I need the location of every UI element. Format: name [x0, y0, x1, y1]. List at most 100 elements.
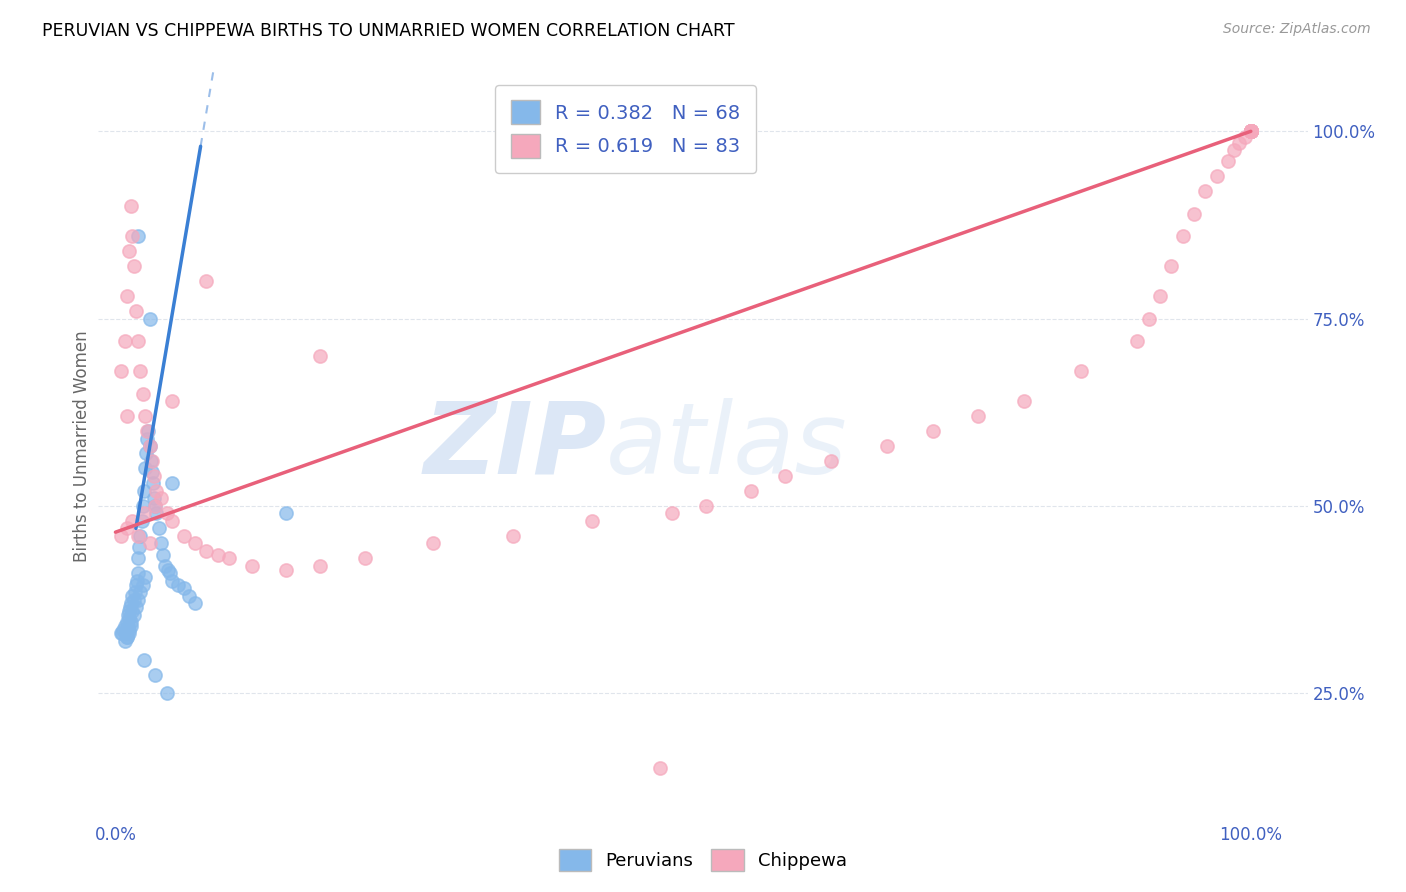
Point: [141, 454, 163, 468]
Legend: Peruvians, Chippewa: Peruvians, Chippewa: [551, 842, 855, 879]
Point: [195, 544, 218, 558]
Point: [1240, 124, 1263, 138]
Point: [132, 652, 155, 666]
Point: [124, 585, 146, 599]
Point: [131, 514, 153, 528]
Point: [110, 529, 132, 543]
Point: [1223, 143, 1246, 157]
Point: [160, 574, 183, 588]
Point: [1149, 289, 1171, 303]
Point: [502, 529, 524, 543]
Point: [650, 761, 672, 775]
Point: [120, 199, 142, 213]
Point: [117, 619, 139, 633]
Point: [967, 409, 990, 423]
Point: [125, 574, 148, 588]
Text: Source: ZipAtlas.com: Source: ZipAtlas.com: [1223, 22, 1371, 37]
Point: [114, 633, 136, 648]
Point: [1240, 124, 1263, 138]
Text: atlas: atlas: [606, 398, 848, 494]
Point: [115, 615, 138, 629]
Point: [156, 563, 179, 577]
Point: [115, 409, 138, 423]
Point: [1012, 394, 1035, 409]
Point: [129, 585, 152, 599]
Point: [775, 469, 797, 483]
Point: [740, 483, 762, 498]
Point: [115, 630, 138, 644]
Point: [274, 563, 297, 577]
Point: [142, 476, 165, 491]
Point: [138, 439, 160, 453]
Point: [135, 446, 157, 460]
Point: [122, 259, 145, 273]
Text: ZIP: ZIP: [423, 398, 606, 494]
Point: [131, 386, 153, 401]
Point: [127, 566, 149, 581]
Point: [145, 507, 167, 521]
Point: [149, 536, 172, 550]
Point: [111, 626, 134, 640]
Point: [661, 507, 683, 521]
Point: [1160, 259, 1182, 273]
Point: [129, 364, 152, 378]
Point: [173, 529, 195, 543]
Point: [129, 529, 152, 543]
Point: [1240, 124, 1263, 138]
Point: [173, 582, 195, 596]
Point: [110, 364, 132, 378]
Point: [122, 592, 145, 607]
Point: [1240, 124, 1263, 138]
Point: [1126, 334, 1149, 348]
Point: [207, 548, 229, 562]
Point: [115, 630, 138, 644]
Point: [115, 521, 138, 535]
Point: [1240, 124, 1263, 138]
Point: [134, 409, 156, 423]
Point: [120, 619, 142, 633]
Point: [138, 424, 160, 438]
Point: [1240, 124, 1263, 138]
Point: [120, 600, 142, 615]
Point: [118, 604, 141, 618]
Point: [139, 454, 162, 468]
Point: [118, 244, 141, 259]
Point: [131, 577, 153, 591]
Point: [152, 548, 174, 562]
Point: [1240, 124, 1263, 138]
Point: [134, 461, 156, 475]
Point: [117, 607, 139, 622]
Point: [136, 424, 159, 438]
Point: [1194, 184, 1216, 198]
Point: [127, 229, 149, 244]
Point: [118, 626, 141, 640]
Point: [132, 507, 155, 521]
Point: [127, 334, 149, 348]
Legend: R = 0.382   N = 68, R = 0.619   N = 83: R = 0.382 N = 68, R = 0.619 N = 83: [495, 85, 756, 173]
Point: [148, 521, 170, 535]
Point: [155, 558, 177, 573]
Point: [1229, 136, 1251, 150]
Point: [274, 507, 297, 521]
Point: [1216, 154, 1239, 169]
Point: [138, 536, 160, 550]
Point: [1205, 169, 1227, 184]
Point: [1240, 124, 1263, 138]
Point: [121, 589, 143, 603]
Point: [136, 432, 159, 446]
Point: [876, 439, 898, 453]
Point: [131, 499, 153, 513]
Point: [167, 577, 190, 591]
Point: [145, 483, 167, 498]
Point: [422, 536, 444, 550]
Point: [120, 596, 142, 610]
Point: [922, 424, 945, 438]
Point: [240, 558, 263, 573]
Point: [184, 536, 207, 550]
Point: [1240, 124, 1263, 138]
Point: [125, 304, 148, 318]
Point: [1234, 130, 1257, 145]
Point: [128, 540, 150, 554]
Point: [127, 529, 149, 543]
Point: [127, 551, 149, 566]
